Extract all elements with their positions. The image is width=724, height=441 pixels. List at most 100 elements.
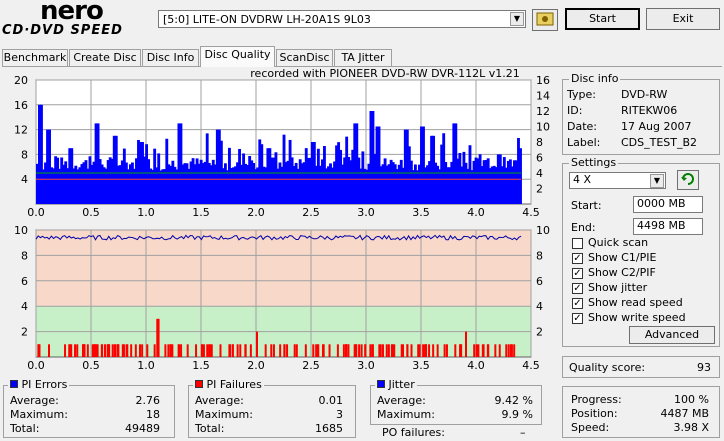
chart2-pif-bar [402, 344, 405, 357]
chart1-pie-bar [405, 129, 409, 204]
chart2-y-right-tick-label: 2 [536, 326, 543, 339]
exit-button[interactable]: Exit [646, 8, 720, 30]
position-value: 4487 MB [660, 407, 709, 420]
show-write-speed-checkbox[interactable]: ✓ [572, 313, 583, 324]
chart1-pie-bar [221, 168, 225, 204]
jitter-group: Jitter Average: 9.42 % Maximum: 9.9 % [370, 378, 542, 425]
chart1-pie-bar [197, 163, 201, 204]
chart2-pif-bar [104, 344, 107, 357]
chart2-pif-bar [513, 344, 516, 357]
chart2-pif-bar [117, 344, 120, 357]
chart1-pie-bar [367, 163, 371, 204]
show-write-speed-label: Show write speed [588, 311, 686, 324]
chart1-pie-bar [302, 162, 306, 204]
chart1-pie-bar [44, 162, 47, 204]
chart1-pie-bar [468, 145, 472, 204]
chart1-pie-bar [476, 158, 480, 204]
chart1-pie-bar [48, 129, 51, 204]
chart1-pie-bar [515, 160, 518, 204]
chart1-pie-bar [409, 160, 413, 204]
chart1-pie-bar [159, 170, 163, 204]
quick-scan-checkbox[interactable] [572, 238, 583, 249]
disc-info-group: Disc info Type: DVD-RW ID: RITEKW06 Date… [562, 72, 720, 155]
pi-errors-total-label: Total: [10, 422, 40, 435]
chart1-pie-bar [169, 165, 173, 204]
show-c1-pie-checkbox[interactable]: ✓ [572, 253, 583, 264]
chart2-pif-bar [475, 344, 478, 357]
pi-errors-maximum-label: Maximum: [10, 408, 68, 421]
pi-failures-total-value: 1685 [315, 422, 343, 435]
chart1-pie-bar [454, 123, 458, 204]
end-field[interactable]: 4498 MB [633, 218, 703, 235]
chart2-pif-bar [111, 344, 114, 357]
show-read-speed-checkbox[interactable]: ✓ [572, 298, 583, 309]
quick-scan-label: Quick scan [588, 236, 649, 249]
advanced-button[interactable]: Advanced [629, 326, 715, 344]
pi-failures-total-label: Total: [195, 422, 225, 435]
chart1-pie-bar [294, 162, 298, 204]
chart1-pie-bar [151, 169, 155, 204]
chart1-pie-bar [500, 166, 504, 204]
chart1-pie-bar [100, 164, 104, 204]
chart2-pif-bar [200, 344, 203, 357]
po-failures-value: – [520, 426, 526, 439]
chart1-pie-bar [133, 168, 136, 204]
drive-select[interactable]: [5:0] LITE-ON DVDRW LH-20A1S 9L03 ▼ [158, 10, 526, 28]
chart1-pie-bar [335, 145, 339, 204]
chart2-pif-bar [83, 344, 86, 357]
jitter-average-label: Average: [377, 394, 426, 407]
chart1-pie-bar [238, 148, 241, 204]
chart2-pif-bar [121, 344, 124, 357]
speed-refresh-button[interactable] [677, 170, 699, 190]
chart1-pie-bar [72, 168, 76, 204]
chart1-pie-bar [80, 164, 84, 204]
tab-benchmark[interactable]: Benchmark [2, 49, 68, 66]
chart2-y-right-tick-label: 4 [536, 300, 543, 313]
chart1-pie-bar [280, 166, 284, 204]
chart2-pif-bar [494, 344, 497, 357]
chart2-x-tick-label: 3.0 [357, 359, 375, 372]
chart1-pie-bar [286, 160, 290, 204]
pi-failures-title-text: PI Failures [206, 378, 262, 391]
disc-date-label: Date: [567, 120, 597, 133]
tab-disc-quality[interactable]: Disc Quality [200, 46, 275, 67]
chart2-pif-bar [424, 344, 427, 357]
chart1-y-tick-label: 20 [14, 74, 28, 87]
chart1-pie-bar [145, 144, 149, 204]
tab-create-disc[interactable]: Create Disc [69, 49, 141, 66]
chart1-pie-bar [268, 148, 272, 204]
start-button[interactable]: Start [565, 8, 640, 30]
chart1-pie-bar [387, 164, 391, 204]
show-c2-pif-checkbox[interactable]: ✓ [572, 268, 583, 279]
chart1-pie-bar [363, 168, 367, 204]
chart1-pie-bar [403, 129, 407, 204]
chart1-pie-bar [426, 165, 429, 204]
chart1-pie-bar [266, 148, 270, 204]
disc-id-label: ID: [567, 104, 583, 117]
chart1-pie-bar [365, 169, 369, 204]
chart1-pie-bar [513, 160, 516, 204]
chart1-x-tick-label: 3.5 [412, 206, 430, 219]
chevron-down-icon[interactable]: ▼ [510, 12, 524, 26]
chart1-pie-bar [201, 163, 205, 204]
chevron-down-icon[interactable]: ▼ [650, 174, 664, 188]
chart1-pie-bar [391, 162, 395, 204]
chart1-pie-bar [219, 140, 223, 204]
tab-scandisc[interactable]: ScanDisc [276, 49, 333, 66]
tab-disc-info[interactable]: Disc Info [142, 49, 199, 66]
show-jitter-checkbox[interactable]: ✓ [572, 283, 583, 294]
chart1-pie-bar [213, 164, 217, 204]
chart2-pif-bar [48, 344, 51, 357]
refresh-drive-button[interactable] [532, 9, 558, 31]
chart1-pie-bar [430, 135, 433, 204]
pi-failures-average-value: 0.01 [318, 394, 344, 407]
chart1-pie-bar [167, 164, 171, 204]
chart1-pie-bar [508, 159, 512, 204]
chart1-y-tick-label: 4 [21, 173, 28, 186]
start-field[interactable]: 0000 MB [633, 196, 703, 213]
tab-ta-jitter[interactable]: TA Jitter [334, 49, 392, 66]
speed-select[interactable]: 4 X ▼ [569, 172, 666, 189]
chart1-pie-bar [415, 170, 419, 204]
chart2-pif-bar [229, 344, 232, 357]
chart1-pie-bar [506, 160, 510, 204]
